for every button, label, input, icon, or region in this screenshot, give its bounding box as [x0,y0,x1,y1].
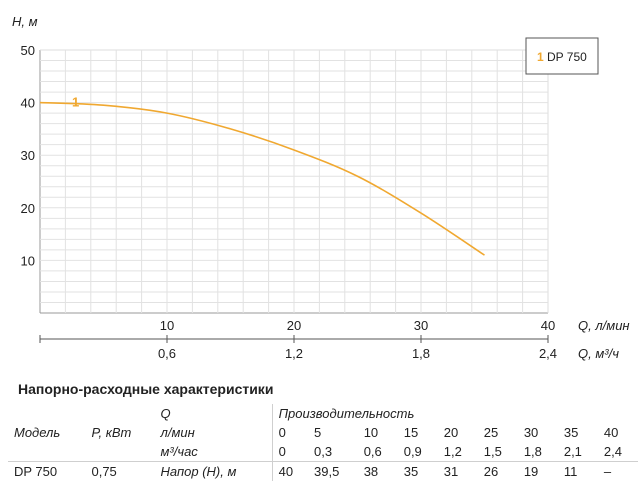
lmin-cell: 0 [278,425,286,440]
head-cell: 31 [443,464,459,479]
legend-marker: 1 [537,50,544,64]
y-tick-label: 30 [21,148,35,163]
performance-table: Q Производительность Модель P, кВт л/мин… [8,404,638,481]
x-ticks: 10 20 30 40 [160,318,555,333]
m3h-cell: 2,1 [557,442,598,462]
col-power-header: P, кВт [91,425,132,440]
head-cell: 40 [278,464,294,479]
x2-tick-label: 2,4 [539,346,557,361]
head-cell: 26 [483,464,499,479]
m3h-cell: 0,6 [357,442,398,462]
unit-lmin: л/мин [154,423,273,442]
x-axis-label: Q, л/мин [578,318,630,333]
head-cell: 35 [403,464,419,479]
table-row: DP 750 0,75 Напор (Н), м 40 39,5 38 35 3… [8,461,638,481]
y-tick-label: 10 [21,253,35,268]
x-tick-label: 20 [287,318,301,333]
series-marker-label: 1 [72,95,79,110]
m3h-cell: 2,4 [597,442,638,462]
col-model-header-spacer [8,404,85,423]
head-cell: 39,5 [314,464,340,479]
row-label: Напор (Н), м [154,461,273,481]
col-power-header-spacer [85,404,154,423]
x2-tick-label: 1,2 [285,346,303,361]
lmin-cell: 35 [563,425,579,440]
lmin-cell: 15 [403,425,419,440]
x-tick-label: 30 [414,318,428,333]
col-q-header: Q [154,404,273,423]
row-power: 0,75 [91,464,117,479]
chart: 10 20 30 40 50 10 20 30 40 0,6 1,2 1,8 2,4 H, м Q,… [12,14,630,361]
m3h-cell: 0 [272,442,309,462]
m3h-cell: 1,2 [437,442,478,462]
y-tick-label: 50 [21,43,35,58]
head-cell: 19 [523,464,539,479]
m3h-cell: 1,5 [477,442,518,462]
lmin-cell: 40 [603,425,619,440]
x-tick-label: 10 [160,318,174,333]
y-axis-label: H, м [12,14,38,29]
x2-tick-label: 0,6 [158,346,176,361]
head-cell: 38 [363,464,379,479]
table-title: Напорно-расходные характеристики [18,381,274,397]
series-line [39,101,485,256]
lmin-cell: 25 [483,425,499,440]
lmin-cell: 10 [363,425,379,440]
col-perf-header: Производительность [278,406,415,421]
legend-box [525,37,599,75]
lmin-cell: 20 [443,425,459,440]
unit-m3h: м³/час [154,442,273,462]
head-cell: 11 [563,464,578,479]
lmin-cell: 5 [314,425,322,440]
m3h-cell: 1,8 [517,442,558,462]
y-tick-label: 20 [21,201,35,216]
series: 1 [39,95,485,256]
grid [39,49,549,314]
legend-label: DP 750 [547,50,587,64]
x2-tick-label: 1,8 [412,346,430,361]
head-cell: – [603,464,612,479]
row-model: DP 750 [14,464,58,479]
col-model-header: Модель [14,425,61,440]
m3h-cell: 0,9 [397,442,438,462]
y-tick-label: 40 [21,96,35,111]
y-ticks: 10 20 30 40 50 [21,43,35,268]
lmin-cell: 30 [523,425,539,440]
m3h-cell: 0,3 [308,442,358,462]
x-tick-label: 40 [541,318,555,333]
legend: 1 DP 750 [525,37,599,75]
x2-ticks: 0,6 1,2 1,8 2,4 [39,335,557,361]
x2-axis-label: Q, м³/ч [578,346,619,361]
